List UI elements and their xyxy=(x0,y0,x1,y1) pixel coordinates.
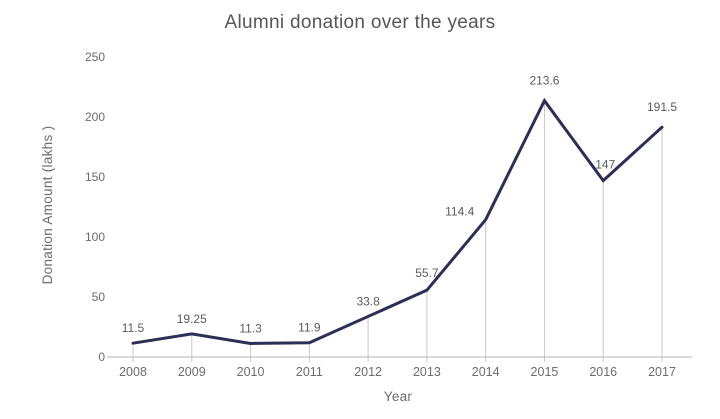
y-tick-label: 100 xyxy=(85,230,105,244)
data-point-label: 19.25 xyxy=(177,312,207,326)
x-tick-label: 2010 xyxy=(237,365,265,379)
data-point-label: 11.9 xyxy=(298,321,321,335)
x-tick-label: 2008 xyxy=(119,365,147,379)
donation-series-line xyxy=(131,97,664,345)
data-point-label: 11.5 xyxy=(122,321,145,335)
x-tick-label: 2009 xyxy=(178,365,206,379)
y-tick-label: 250 xyxy=(85,50,105,64)
data-point-label: 114.4 xyxy=(445,205,474,219)
drop-lines-group xyxy=(132,100,663,362)
x-tick-label: 2011 xyxy=(296,365,323,379)
data-labels-group: 11.5 19.25 11.3 11.9 33.8 55.7 114.4 213.6 147 19… xyxy=(122,74,678,336)
x-axis-title: Year xyxy=(384,389,413,404)
y-tick-label: 0 xyxy=(98,350,105,364)
data-point-label: 213.6 xyxy=(529,74,559,88)
x-tick-label: 2013 xyxy=(413,365,441,379)
x-tick-label: 2012 xyxy=(354,365,382,379)
y-axis-title: Donation Amount (lakhs ) xyxy=(40,126,55,285)
y-tick-label: 150 xyxy=(85,170,105,184)
y-tick-label: 50 xyxy=(92,290,106,304)
data-point-label: 55.7 xyxy=(415,266,439,280)
series-layer xyxy=(131,97,664,345)
x-tick-label: 2017 xyxy=(648,365,676,379)
chart-title: Alumni donation over the years xyxy=(225,12,496,33)
data-point-label: 191.5 xyxy=(647,100,677,114)
data-point-label: 33.8 xyxy=(356,294,380,308)
x-tick-label: 2015 xyxy=(531,365,559,379)
y-tick-label: 200 xyxy=(85,110,105,124)
axis-layer: 0 50 100 150 200 250 2008 2009 2010 2011 2012 2013 2… xyxy=(85,50,692,379)
x-tick-label: 2016 xyxy=(589,365,617,379)
data-point-label: 11.3 xyxy=(239,321,262,335)
x-tick-label: 2014 xyxy=(472,365,500,379)
data-point-label: 147 xyxy=(595,158,615,172)
